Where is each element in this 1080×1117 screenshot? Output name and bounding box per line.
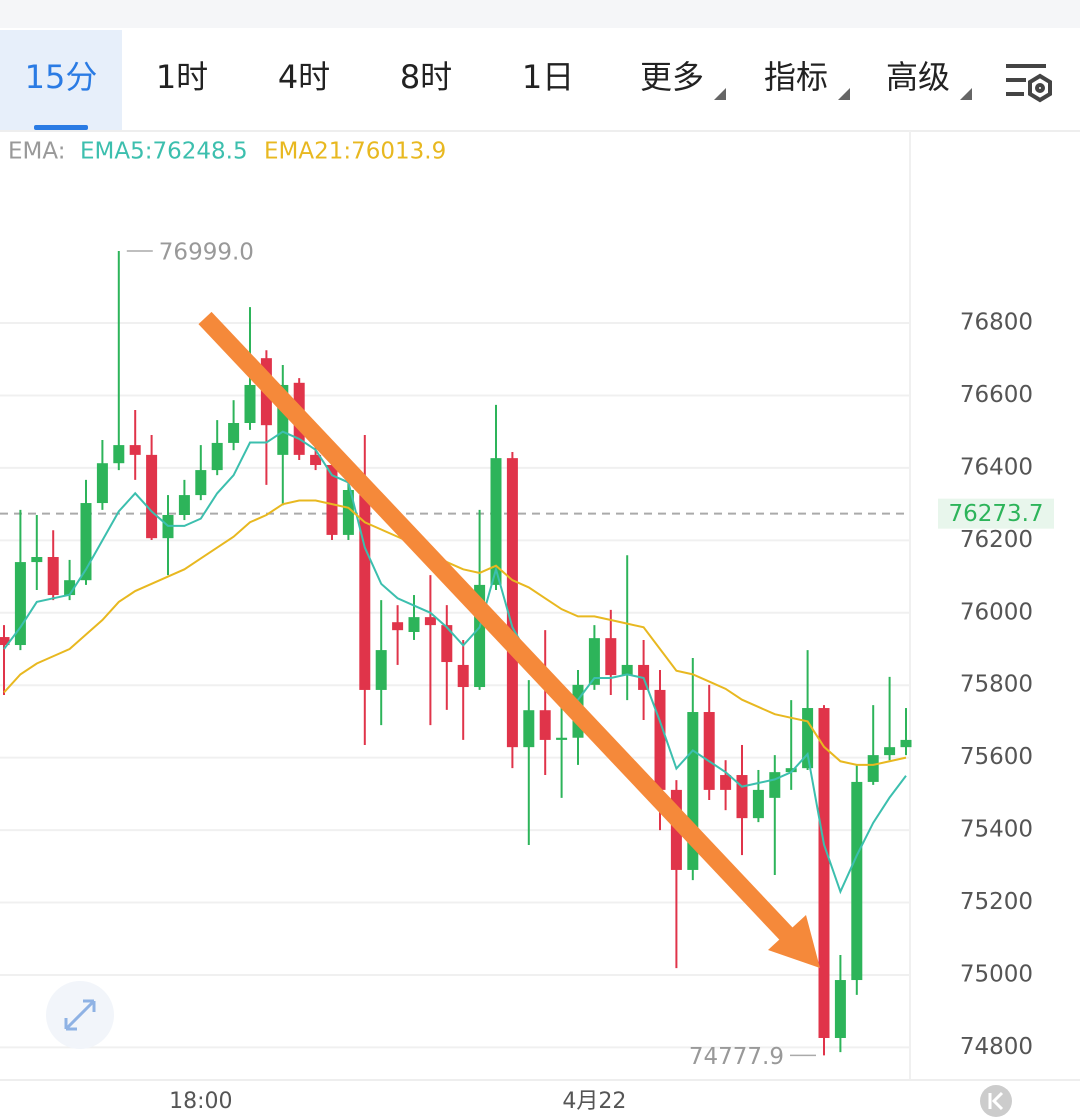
status-bar: [0, 0, 1080, 28]
y-tick-label: 76400: [960, 454, 1033, 480]
scroll-latest-button[interactable]: [980, 1085, 1012, 1117]
candle-body: [244, 384, 256, 424]
candle-body: [802, 708, 814, 769]
candle-body: [474, 584, 486, 688]
tab[interactable]: 1时: [155, 58, 209, 96]
candle-body: [506, 458, 518, 748]
dropdown-caret: [838, 88, 850, 100]
candle-body: [96, 463, 108, 504]
candle-body: [277, 384, 289, 455]
y-tick-label: 75800: [960, 672, 1033, 698]
candle-body: [342, 490, 354, 535]
y-tick-label: 76800: [960, 310, 1033, 336]
trend-arrow: [198, 311, 820, 968]
candle-body: [129, 445, 141, 455]
tab[interactable]: 15分: [24, 58, 98, 96]
candle-body: [605, 638, 617, 676]
y-tick-label: 76600: [960, 382, 1033, 408]
candle-body: [867, 755, 879, 782]
indicator-label: EMA:: [8, 139, 65, 165]
candle-body: [884, 747, 896, 756]
settings-icon[interactable]: [1006, 64, 1052, 103]
candle-body: [720, 775, 732, 790]
legend-entry: EMA5:76248.5: [80, 139, 248, 165]
y-tick-label: 76000: [960, 599, 1033, 625]
candle-body: [621, 664, 633, 676]
candle-body: [900, 739, 912, 748]
y-tick-label: 75400: [960, 817, 1033, 843]
candle-body: [539, 710, 551, 740]
x-tick-label: 4月22: [562, 1089, 626, 1114]
candle-body: [457, 664, 469, 688]
candle-body: [178, 495, 190, 515]
candle-body: [785, 768, 797, 773]
candle-body: [80, 503, 92, 581]
y-tick-label: 75600: [960, 744, 1033, 770]
candle-body: [326, 465, 338, 535]
tab[interactable]: 更多: [639, 58, 705, 96]
candle-body: [441, 625, 453, 663]
y-tick-label: 75200: [960, 889, 1033, 915]
dropdown-caret: [714, 88, 726, 100]
candle-body: [523, 710, 535, 748]
candle-body: [228, 423, 240, 443]
ema-line: [3, 430, 907, 895]
y-tick-label: 74800: [960, 1034, 1033, 1060]
tab[interactable]: 高级: [885, 58, 951, 96]
x-tick-label: 18:00: [169, 1089, 232, 1114]
candle-body: [310, 454, 322, 466]
y-tick-label: 75000: [960, 961, 1033, 987]
candle-body: [818, 708, 830, 1038]
candle-body: [556, 737, 568, 740]
candle-body: [359, 495, 371, 690]
candle-body: [752, 789, 764, 819]
candle-body: [146, 454, 158, 539]
candle-body: [31, 557, 43, 563]
tab[interactable]: 1日: [521, 58, 575, 96]
candle-body: [834, 980, 846, 1038]
candle-body: [424, 617, 436, 626]
candle-body: [375, 650, 387, 690]
candle-body: [113, 445, 125, 464]
candle-body: [64, 580, 76, 596]
high-label: 76999.0: [159, 239, 254, 265]
candle-body: [490, 458, 502, 585]
candle-body: [851, 781, 863, 981]
candle-body: [654, 689, 666, 790]
candle-body: [769, 772, 781, 798]
expand-button[interactable]: [46, 981, 114, 1049]
y-tick-label: 76200: [960, 527, 1033, 553]
candle-body: [0, 637, 10, 646]
candle-body: [47, 557, 59, 596]
ema-line: [3, 499, 907, 766]
candle-body: [211, 442, 223, 471]
low-label: 74777.9: [689, 1044, 784, 1070]
tab[interactable]: 指标: [763, 58, 829, 96]
candle-body: [588, 638, 600, 685]
candle-body: [687, 712, 699, 870]
tab[interactable]: 8时: [399, 58, 453, 96]
price-tag: [938, 498, 1054, 529]
legend-entry: EMA21:76013.9: [264, 139, 446, 165]
active-tab-underline: [34, 125, 88, 130]
active-tab-bg: [0, 30, 122, 130]
dropdown-caret: [960, 88, 972, 100]
candle-body: [736, 775, 748, 819]
candle-body: [195, 470, 207, 496]
price-label: 76273.7: [948, 501, 1043, 527]
tab[interactable]: 4时: [277, 58, 331, 96]
candle-body: [408, 617, 420, 632]
candle-body: [392, 622, 404, 631]
candle-body: [703, 712, 715, 790]
candle-body: [14, 562, 26, 646]
